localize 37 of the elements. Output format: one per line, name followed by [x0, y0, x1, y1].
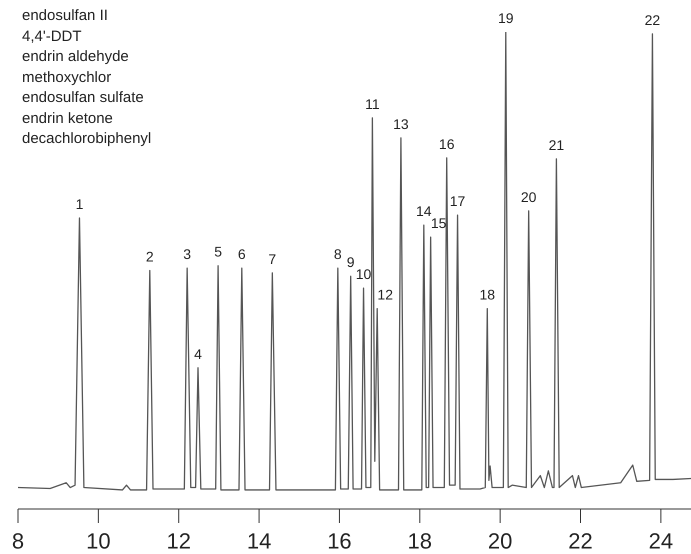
annotation: 1	[76, 196, 84, 212]
annotation: 10	[356, 266, 372, 282]
text: endosulfan II	[22, 6, 109, 26]
annotation: 19	[498, 10, 514, 26]
annotation: 5	[214, 244, 222, 260]
x-tick-label: 18	[408, 528, 432, 554]
annotation: 11	[365, 96, 380, 112]
x-tick-label: 16	[327, 528, 352, 554]
x-tick-label: 20	[488, 528, 512, 554]
annotation: 14	[416, 203, 432, 220]
x-tick-label: 24	[648, 528, 674, 554]
x-tick-label: 22	[568, 528, 593, 554]
annotation: 2	[146, 248, 154, 264]
annotation: 16	[438, 136, 455, 152]
annotation: 7	[268, 250, 276, 267]
annotation: 6	[238, 246, 246, 262]
x-tick-label: 8	[12, 528, 24, 554]
x-tick-label: 10	[86, 528, 111, 554]
annotation: 9	[346, 254, 355, 270]
annotation: decachlorobiphenyl	[22, 129, 152, 149]
annotation: 21	[548, 136, 564, 153]
annotation: methoxychlor	[22, 68, 112, 88]
annotation: 12	[377, 286, 394, 303]
annotation: endosulfan sulfate	[22, 88, 145, 108]
annotation: 17	[450, 193, 466, 210]
annotation: 20	[520, 188, 537, 205]
annotation: endrin aldehyde	[22, 47, 130, 67]
annotation: 4,4'-DDT	[22, 26, 83, 46]
annotation: 22	[644, 12, 660, 28]
annotation: 3	[183, 246, 192, 262]
annotation: 8	[334, 246, 342, 262]
annotation: 18	[480, 286, 496, 303]
x-tick-label: 14	[246, 528, 272, 554]
annotation: endrin ketone	[22, 108, 114, 128]
x-tick-label: 12	[166, 528, 191, 554]
annotation: 13	[393, 116, 409, 132]
annotation: 4	[194, 346, 202, 362]
